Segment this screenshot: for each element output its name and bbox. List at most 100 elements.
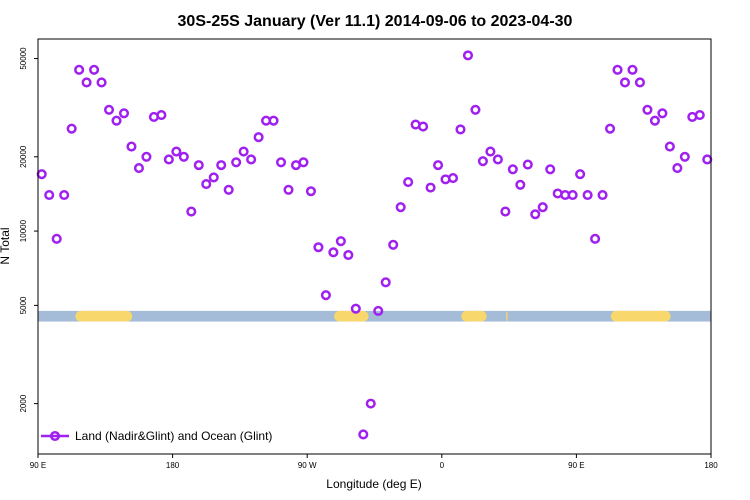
data-point [694, 110, 705, 121]
x-axis-label: Longitude (deg E) [326, 477, 421, 491]
x-tick-label: 90 E [568, 461, 584, 470]
data-point [238, 146, 249, 157]
data-point [649, 115, 660, 126]
land-segment [75, 310, 133, 322]
data-point [201, 179, 212, 190]
data-point [418, 121, 429, 132]
data-point [433, 160, 444, 171]
data-point [447, 172, 459, 184]
y-tick-label: 5000 [19, 296, 28, 314]
data-point [156, 110, 167, 121]
x-tick-label: 90 E [30, 461, 46, 470]
data-point [679, 151, 690, 162]
data-point [462, 50, 474, 61]
data-point [642, 104, 653, 115]
data-point [186, 206, 197, 217]
data-point [477, 156, 488, 167]
data-point [298, 157, 309, 168]
data-point [425, 182, 436, 193]
data-point [320, 290, 331, 301]
x-axis: 90 E 180 90 W 0 90 E 180 [30, 454, 718, 470]
data-point [44, 189, 55, 201]
data-point [51, 233, 62, 244]
data-point [672, 163, 683, 174]
data-point [81, 77, 92, 88]
data-point [208, 172, 219, 183]
data-point [350, 303, 361, 314]
data-point [253, 132, 264, 143]
data-point [403, 176, 414, 188]
data-point [373, 305, 384, 316]
data-point [163, 154, 174, 165]
data-point [223, 184, 234, 195]
x-tick-label: 90 W [298, 461, 317, 470]
data-point [96, 77, 107, 88]
data-point [619, 77, 631, 88]
land-segment [461, 310, 487, 322]
data-point [216, 160, 227, 171]
data-point [59, 189, 70, 201]
plot-background [38, 39, 711, 454]
data-point [111, 115, 122, 126]
legend-label: Land (Nadir&Glint) and Ocean (Glint) [75, 429, 272, 443]
data-point [567, 189, 578, 201]
y-tick-label: 50000 [19, 47, 28, 70]
data-point [126, 141, 137, 152]
ocean-band [38, 310, 711, 322]
data-point [492, 154, 503, 165]
data-point [268, 115, 279, 126]
data-point [305, 186, 316, 197]
data-point [171, 146, 182, 157]
data-point [545, 164, 556, 175]
y-axis-label: N Total [0, 227, 12, 264]
data-point [582, 189, 593, 201]
data-point [231, 157, 242, 168]
data-point [178, 151, 189, 162]
legend-marker [49, 430, 61, 442]
data-points [36, 50, 713, 440]
data-point [657, 108, 668, 119]
data-point [530, 209, 541, 220]
data-point [89, 64, 100, 75]
data-point [515, 179, 526, 190]
data-point [627, 64, 638, 75]
data-point [612, 64, 623, 75]
data-point [388, 239, 399, 250]
data-point [193, 160, 204, 171]
data-point [328, 247, 339, 258]
data-point [283, 184, 294, 195]
x-tick-label: 180 [166, 461, 180, 470]
data-point [575, 169, 586, 180]
data-point [485, 146, 496, 157]
data-point [313, 242, 324, 253]
data-point [500, 206, 511, 217]
x-tick-label: 0 [440, 461, 445, 470]
land-ocean-band [38, 310, 711, 322]
land-segment [506, 310, 508, 322]
data-point [380, 277, 391, 288]
chart-title: 30S-25S January (Ver 11.1) 2014-09-06 to… [178, 13, 573, 30]
data-point [634, 77, 646, 88]
x-tick-label: 180 [704, 461, 718, 470]
plot-frame [37, 38, 712, 455]
data-point [507, 164, 518, 175]
data-point [343, 249, 354, 261]
data-point [605, 123, 616, 134]
land-segment [334, 310, 369, 322]
data-point [118, 108, 130, 119]
data-point [133, 163, 144, 174]
data-point [275, 157, 287, 168]
data-point [664, 141, 675, 152]
data-point [395, 202, 406, 213]
y-tick-label: 10000 [19, 219, 28, 242]
y-axis: 2000 5000 10000 20000 50000 [19, 47, 38, 413]
data-point [522, 159, 533, 170]
plot-area [36, 38, 713, 455]
data-point [590, 233, 601, 244]
land-segment [610, 310, 671, 322]
data-point [141, 151, 152, 162]
legend: Land (Nadir&Glint) and Ocean (Glint) [41, 429, 272, 443]
y-tick-label: 20000 [19, 145, 28, 168]
y-tick-label: 2000 [19, 394, 28, 412]
data-point [358, 429, 369, 440]
